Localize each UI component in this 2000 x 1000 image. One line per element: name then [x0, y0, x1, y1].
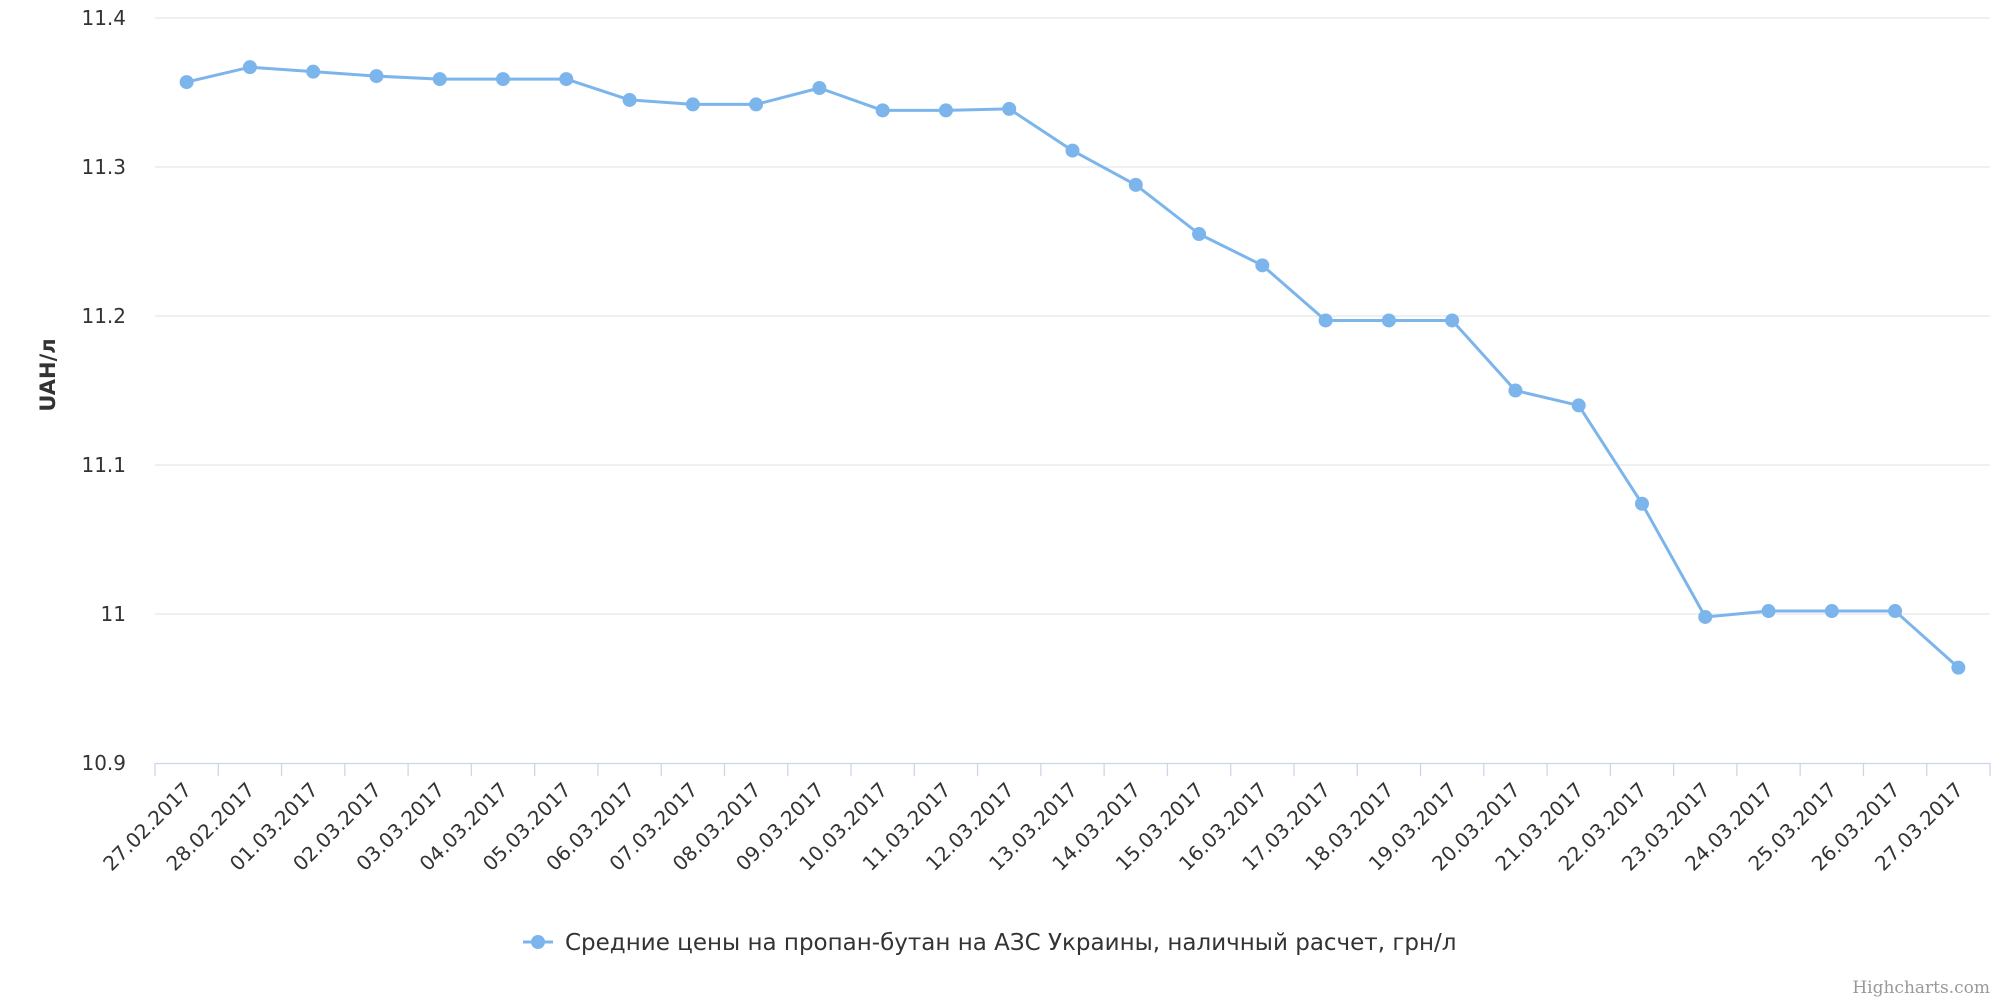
y-axis-title: UAH/л	[36, 338, 60, 411]
data-point[interactable]	[1002, 101, 1017, 116]
data-point[interactable]	[1128, 177, 1143, 192]
data-point[interactable]	[242, 60, 257, 75]
data-point[interactable]	[1824, 604, 1839, 619]
y-tick-label: 10.9	[81, 751, 126, 775]
data-point[interactable]	[1761, 604, 1776, 619]
data-point[interactable]	[812, 81, 827, 96]
y-tick-label: 11.1	[81, 453, 126, 477]
y-tick-label: 11.2	[81, 304, 126, 328]
data-point[interactable]	[1318, 313, 1333, 328]
data-point[interactable]	[1508, 383, 1523, 398]
data-point[interactable]	[622, 92, 637, 107]
legend-marker	[531, 935, 545, 949]
data-point[interactable]	[875, 103, 890, 118]
credits-text[interactable]: Highcharts.com	[1852, 978, 1990, 998]
data-point[interactable]	[432, 72, 447, 87]
data-point[interactable]	[496, 72, 511, 87]
data-point[interactable]	[1698, 609, 1713, 624]
data-point[interactable]	[1634, 496, 1649, 511]
data-point[interactable]	[369, 69, 384, 84]
data-point[interactable]	[179, 75, 194, 90]
y-tick-label: 11.3	[81, 155, 126, 179]
grid-lines	[155, 17, 1990, 615]
legend-label[interactable]: Средние цены на пропан-бутан на АЗС Укра…	[565, 930, 1457, 956]
data-point[interactable]	[1192, 227, 1207, 242]
x-axis: 27.02.201728.02.201701.03.201702.03.2017…	[98, 762, 1991, 876]
data-point[interactable]	[559, 72, 574, 87]
data-point[interactable]	[938, 103, 953, 118]
y-axis: UAH/л 10.9 11 11.1 11.2 11.3 11.4	[36, 6, 126, 775]
y-tick-label: 11	[101, 602, 126, 626]
data-point[interactable]	[685, 97, 700, 112]
legend[interactable]: Средние цены на пропан-бутан на АЗС Укра…	[523, 930, 1457, 956]
data-point[interactable]	[1888, 604, 1903, 619]
data-point[interactable]	[1571, 398, 1586, 413]
y-tick-label: 11.4	[81, 6, 126, 30]
data-point[interactable]	[306, 64, 321, 79]
data-point[interactable]	[1065, 143, 1080, 158]
data-point[interactable]	[1255, 258, 1270, 273]
data-point[interactable]	[1381, 313, 1396, 328]
data-point[interactable]	[1951, 660, 1966, 675]
series-group	[179, 60, 1966, 675]
data-point[interactable]	[1445, 313, 1460, 328]
data-point[interactable]	[749, 97, 764, 112]
